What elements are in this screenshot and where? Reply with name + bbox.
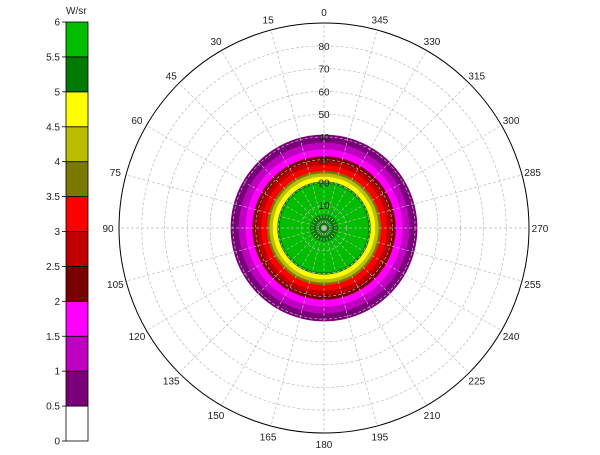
colorbar-tick-label: 4.5 xyxy=(46,122,60,133)
colorbar-tick-label: 2 xyxy=(54,297,60,308)
angular-tick-label: 345 xyxy=(372,15,389,26)
colorbar-band-5 xyxy=(65,231,89,267)
polar-outer-circle xyxy=(118,22,530,434)
colorbar-tick-label: 5.5 xyxy=(46,52,60,63)
angular-tick-label: 300 xyxy=(503,116,520,127)
angular-grid-line xyxy=(178,227,325,374)
radial-tick-labels: 10 20 30 40 50 60 70 80 xyxy=(318,42,330,212)
angular-grid-line xyxy=(178,82,325,229)
radial-grid-circle xyxy=(255,159,393,297)
angular-grid-line xyxy=(221,50,325,229)
colorbar-tick-label: 3.5 xyxy=(46,192,60,203)
colorbar-band-10 xyxy=(65,56,89,93)
colorbar-tick-label: 0 xyxy=(54,437,60,448)
colorbar-band-1 xyxy=(65,370,89,407)
angular-tick-label: 225 xyxy=(468,377,485,388)
angular-grid-line xyxy=(323,174,523,229)
polar-grid xyxy=(118,22,530,434)
angular-tick-label: 315 xyxy=(468,71,485,82)
angular-tick-label: 150 xyxy=(208,411,225,422)
angular-grid-line xyxy=(323,227,470,374)
angular-grid-line xyxy=(323,82,470,229)
radial-grid-circle xyxy=(209,113,439,343)
colorbar-tick-label: 2.5 xyxy=(46,262,60,273)
angular-tick-label: 135 xyxy=(163,377,180,388)
angular-grid-line xyxy=(323,227,427,406)
radial-grid-circle xyxy=(164,68,484,388)
colorbar-band-6 xyxy=(65,196,89,232)
angular-tick-labels: 0 15 30 45 60 75 90 105 120 135 150 165 180 195 210 225… xyxy=(102,8,549,451)
angular-grid-line xyxy=(221,227,325,406)
radial-tick-label: 10 xyxy=(318,201,330,212)
angular-tick-label: 195 xyxy=(372,433,389,444)
colorbar-band-3 xyxy=(65,300,89,337)
angular-tick-label: 30 xyxy=(210,37,222,48)
colorbar: W/sr 0 0.5 1 1.5 2 2.5 3 3.5 4 4.5 5 5.5 6 xyxy=(46,6,89,448)
angular-grid-line xyxy=(146,125,325,229)
angular-tick-label: 0 xyxy=(321,8,327,19)
angular-tick-label: 180 xyxy=(316,440,333,450)
angular-grid-line xyxy=(323,227,378,427)
colorbar-tick-label: 3 xyxy=(54,227,60,238)
angular-grid-line xyxy=(323,227,523,282)
angular-grid-line xyxy=(125,174,325,229)
radial-tick-label: 30 xyxy=(318,156,330,167)
angular-grid-line xyxy=(146,227,325,331)
angular-tick-label: 165 xyxy=(260,433,277,444)
angular-grid-line xyxy=(323,125,502,229)
angular-grid-line xyxy=(323,227,502,331)
angular-grid-line xyxy=(270,227,325,427)
colorbar-tick-label: 5 xyxy=(54,87,60,98)
angular-tick-label: 210 xyxy=(424,411,441,422)
angular-tick-label: 75 xyxy=(110,168,122,179)
colorbar-tick-label: 6 xyxy=(54,18,60,29)
colorbar-band-11 xyxy=(65,21,89,58)
colorbar-band-9 xyxy=(65,91,89,128)
colorbar-unit-label: W/sr xyxy=(66,6,87,17)
radial-tick-label: 60 xyxy=(318,87,330,98)
colorbar-band-0 xyxy=(65,405,89,442)
angular-tick-label: 255 xyxy=(524,280,541,291)
radial-tick-label: 80 xyxy=(318,42,330,53)
angular-tick-label: 120 xyxy=(129,332,146,343)
angular-tick-label: 330 xyxy=(424,37,441,48)
angular-tick-label: 105 xyxy=(107,280,124,291)
colorbar-tick-label: 1 xyxy=(54,367,60,378)
colorbar-band-8 xyxy=(65,126,89,163)
colorbar-band-4 xyxy=(65,266,89,302)
angular-tick-label: 240 xyxy=(503,332,520,343)
angular-tick-label: 90 xyxy=(102,224,114,235)
angular-grid-line xyxy=(270,29,325,229)
angular-grid-line xyxy=(323,50,427,229)
colorbar-band-7 xyxy=(65,161,89,197)
radial-tick-label: 50 xyxy=(318,110,330,121)
angular-tick-label: 45 xyxy=(166,71,178,82)
colorbar-band-2 xyxy=(65,335,89,372)
angular-tick-label: 285 xyxy=(524,168,541,179)
angular-tick-label: 15 xyxy=(263,15,275,26)
angular-tick-label: 60 xyxy=(131,116,143,127)
radial-tick-label: 40 xyxy=(318,133,330,144)
angular-grid-line xyxy=(125,227,325,282)
colorbar-tick-label: 4 xyxy=(54,157,60,168)
colorbar-tick-label: 0.5 xyxy=(46,402,60,413)
radial-tick-label: 20 xyxy=(318,178,330,189)
angular-tick-label: 270 xyxy=(532,224,549,235)
radial-tick-label: 70 xyxy=(318,65,330,76)
angular-grid-line xyxy=(323,29,378,229)
colorbar-tick-label: 1.5 xyxy=(46,332,60,343)
